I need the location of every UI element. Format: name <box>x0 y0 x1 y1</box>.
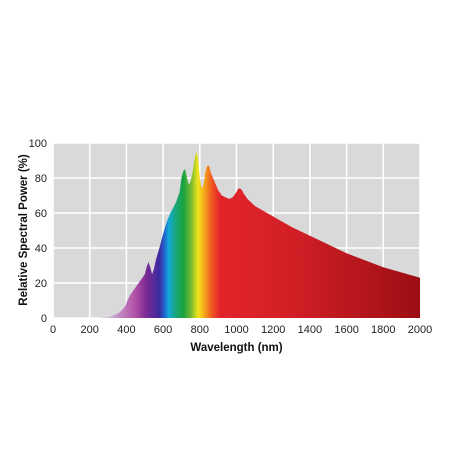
y-tick-label: 0 <box>41 313 47 325</box>
x-tick-label: 600 <box>154 324 172 336</box>
x-tick-label: 800 <box>191 324 209 336</box>
y-axis-ticks: 0 20 40 60 80 100 <box>29 138 47 325</box>
spectral-power-area <box>98 151 421 318</box>
y-tick-label: 20 <box>35 278 47 290</box>
y-tick-label: 80 <box>35 173 47 185</box>
x-tick-label: 1400 <box>298 324 322 336</box>
x-tick-label: 2000 <box>408 324 432 336</box>
x-tick-label: 0 <box>50 324 56 336</box>
x-tick-label: 1000 <box>224 324 248 336</box>
x-tick-label: 200 <box>81 324 99 336</box>
x-axis-title: Wavelength (nm) <box>190 342 282 354</box>
x-tick-label: 1200 <box>261 324 285 336</box>
y-tick-label: 40 <box>35 243 47 255</box>
x-tick-label: 1800 <box>371 324 395 336</box>
x-tick-label: 1600 <box>334 324 358 336</box>
y-tick-label: 60 <box>35 208 47 220</box>
y-tick-label: 100 <box>29 138 47 150</box>
x-axis-ticks: 0 200 400 600 800 1000 1200 1400 1600 1800 2000 <box>50 324 432 336</box>
x-tick-label: 400 <box>117 324 135 336</box>
y-axis-title: Relative Spectral Power (%) <box>18 154 30 306</box>
